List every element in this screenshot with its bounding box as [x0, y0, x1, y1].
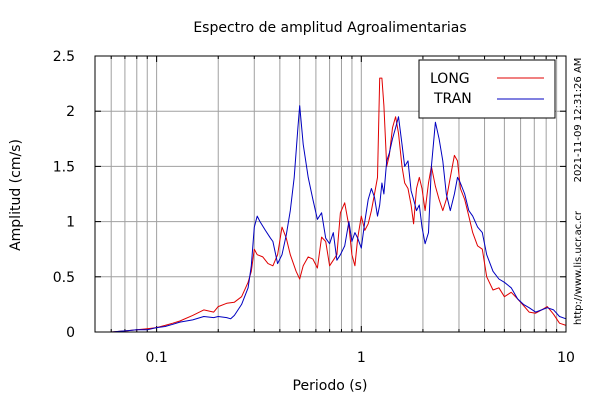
legend-label-tran: TRAN [433, 91, 472, 107]
source-url-label: http://www.lis.ucr.ac.cr [573, 210, 584, 325]
series-line-tran [111, 105, 567, 333]
y-tick-label: 1.5 [53, 159, 75, 175]
grid-lines [94, 55, 567, 333]
x-axis-label: Periodo (s) [293, 378, 368, 394]
timestamp-label: 2021-11-09 12:31:26 AM [573, 58, 584, 183]
x-tick-label: 1 [357, 350, 366, 366]
plot-frame [94, 55, 567, 333]
x-tick-label: 0.1 [145, 350, 167, 366]
y-tick-label: 0.5 [53, 270, 75, 286]
chart-title: Espectro de amplitud Agroalimentarias [193, 20, 466, 36]
y-tick-label: 2 [66, 104, 75, 120]
legend-label-long: LONG [430, 71, 470, 87]
y-axis-label: Amplitud (cm/s) [8, 139, 24, 251]
series-layer [111, 77, 567, 333]
y-tick-label: 0 [66, 325, 75, 341]
y-tick-label: 1 [66, 215, 75, 231]
legend: LONG TRAN [418, 59, 556, 119]
x-tick-label: 10 [557, 350, 575, 366]
legend-box [418, 59, 556, 119]
tick-labels: 0 0.5 1 1.5 2 2.5 0.1 1 10 [53, 49, 575, 366]
y-tick-label: 2.5 [53, 49, 75, 65]
